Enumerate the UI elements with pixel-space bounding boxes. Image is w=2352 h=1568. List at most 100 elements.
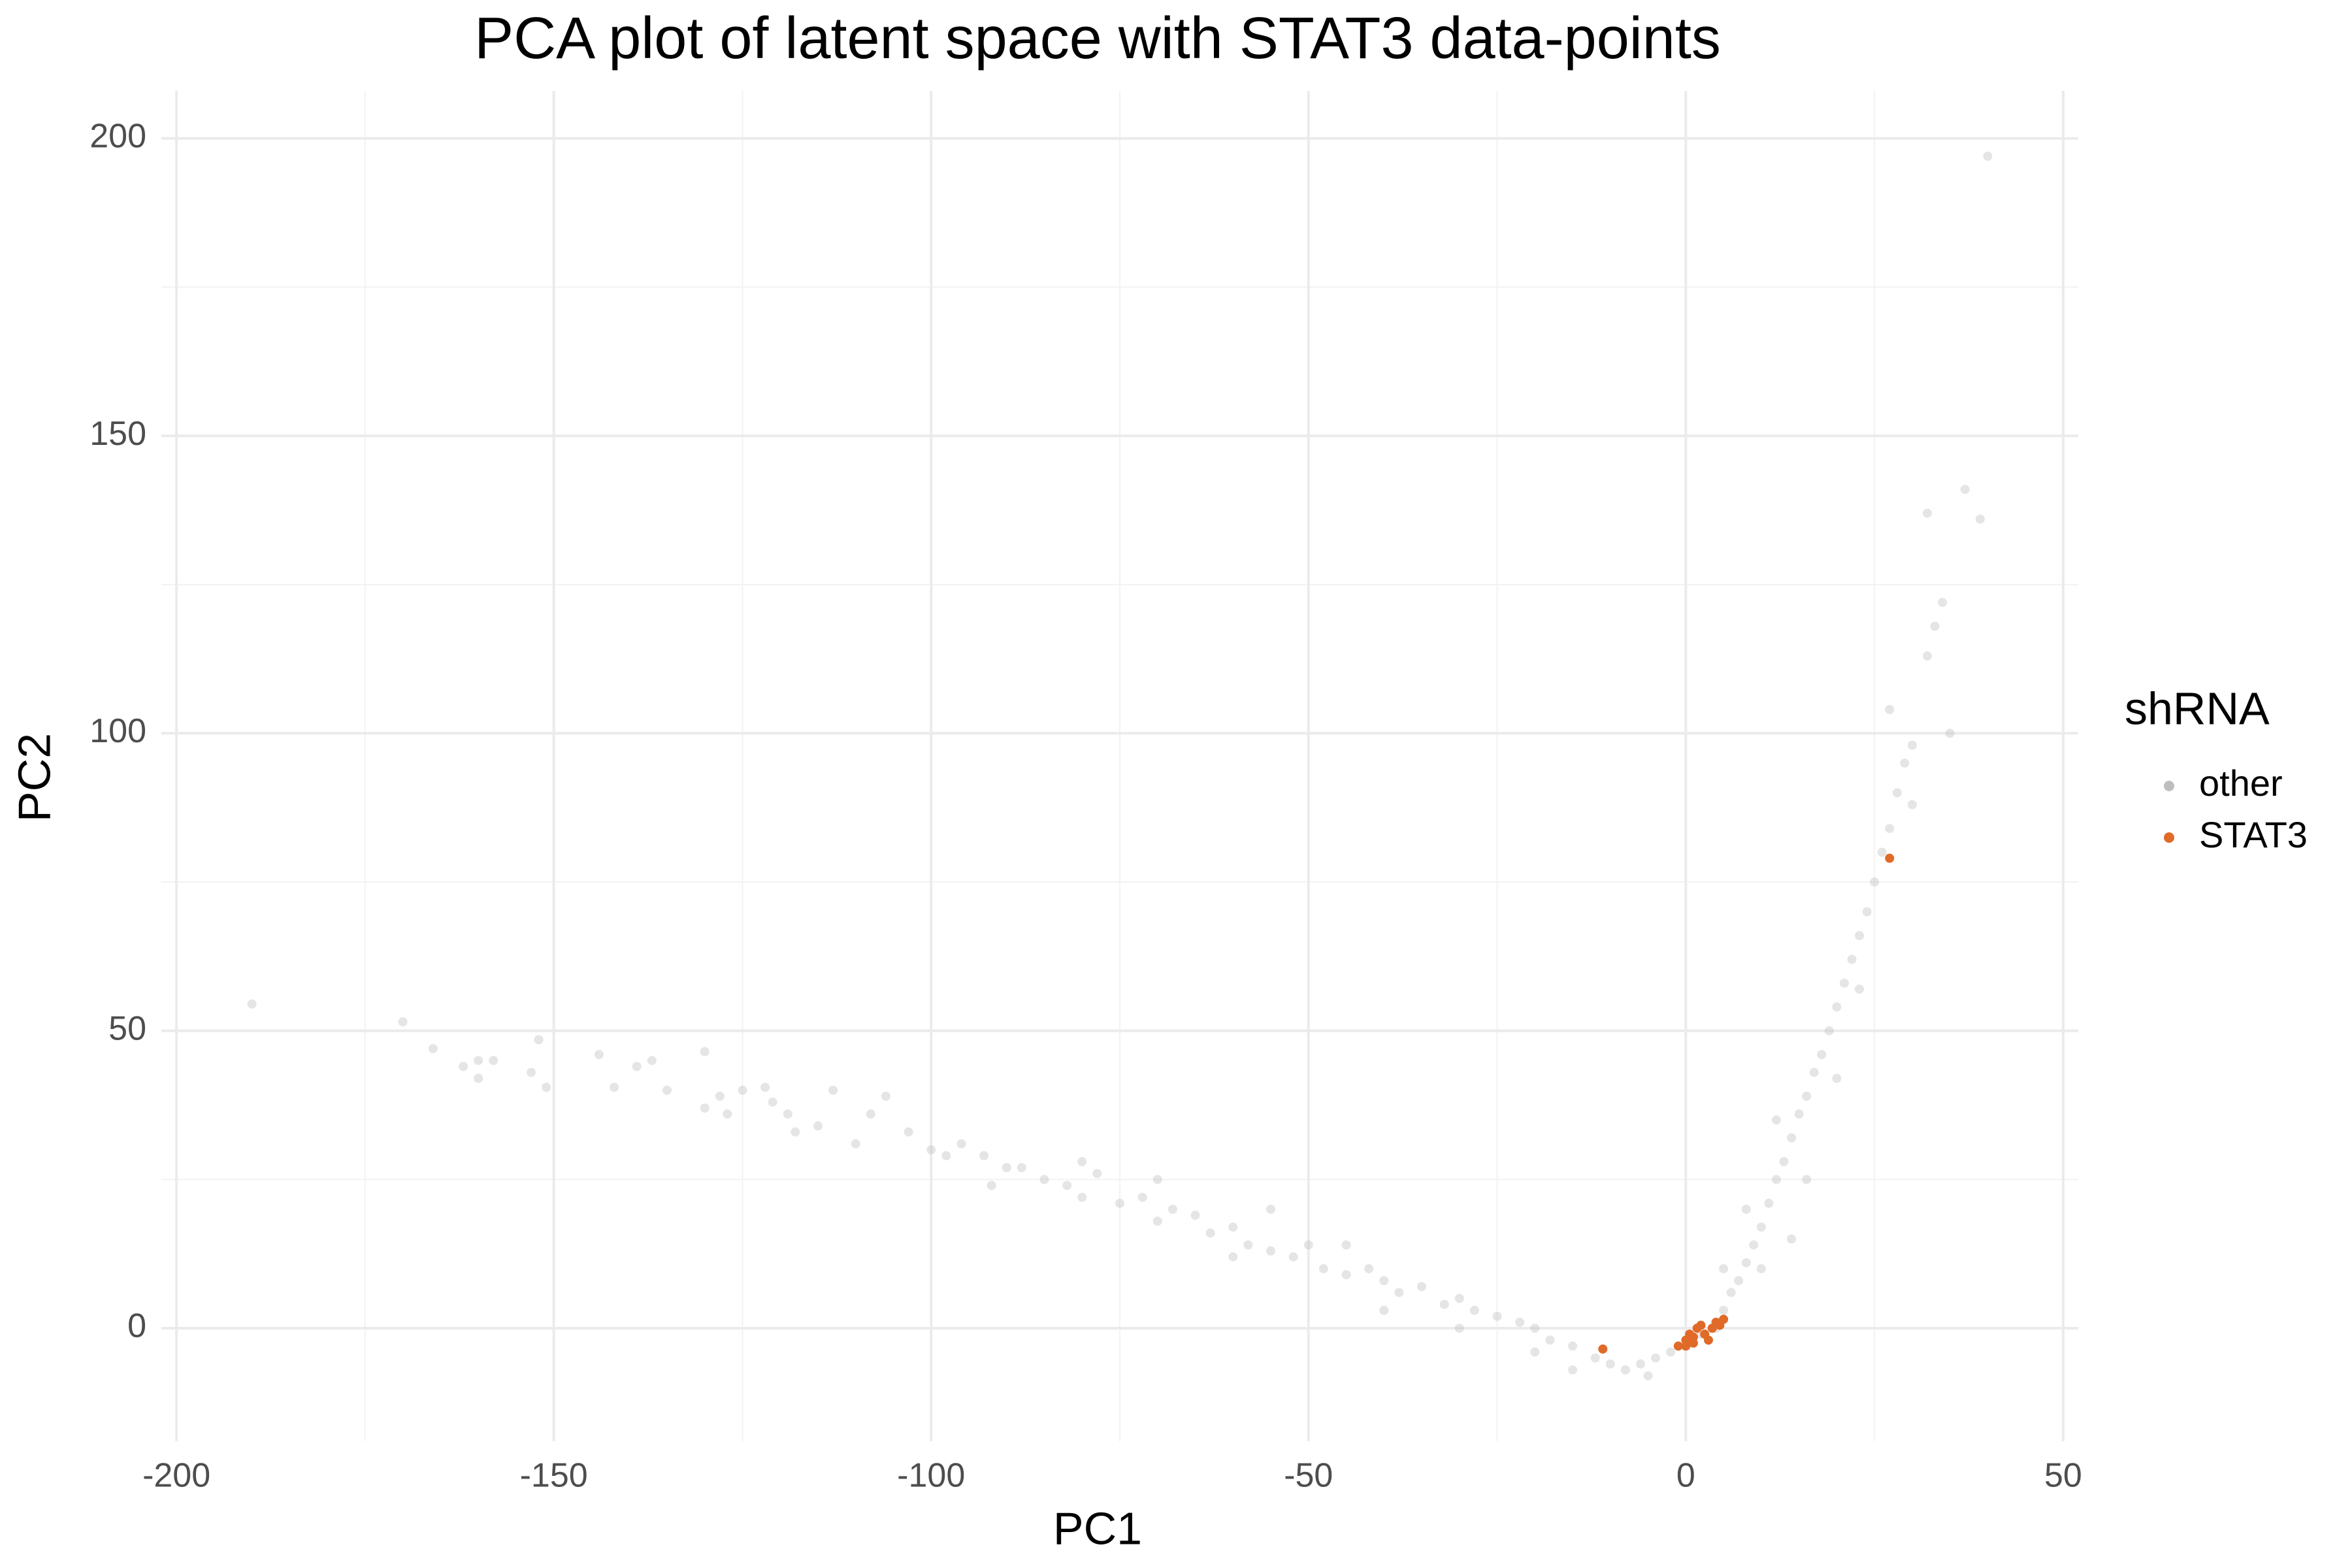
- point: [1266, 1246, 1276, 1256]
- point: [851, 1139, 860, 1149]
- point: [866, 1109, 875, 1119]
- point: [1809, 1068, 1819, 1077]
- point: [1598, 1344, 1608, 1354]
- point: [1379, 1276, 1389, 1286]
- point: [398, 1017, 408, 1027]
- point: [1696, 1320, 1706, 1330]
- point: [1832, 1073, 1842, 1083]
- point: [459, 1062, 468, 1071]
- point: [1666, 1347, 1676, 1357]
- point: [881, 1091, 890, 1101]
- point: [828, 1085, 838, 1095]
- x-tick-label: 50: [2044, 1457, 2082, 1495]
- point: [1394, 1288, 1404, 1298]
- legend-label: STAT3: [2199, 814, 2308, 855]
- point: [1137, 1192, 1147, 1202]
- point: [1930, 621, 1940, 631]
- point: [1885, 824, 1895, 834]
- legend-marker: [2164, 832, 2174, 843]
- point: [1756, 1222, 1766, 1232]
- point: [1152, 1217, 1162, 1226]
- point: [723, 1109, 732, 1119]
- point: [1266, 1204, 1276, 1214]
- point: [738, 1085, 747, 1095]
- point: [1228, 1222, 1238, 1232]
- point: [1092, 1169, 1102, 1179]
- point: [768, 1097, 777, 1107]
- point: [1983, 152, 1993, 161]
- point: [1620, 1365, 1630, 1375]
- point: [1530, 1323, 1540, 1333]
- x-tick-label: -200: [142, 1457, 210, 1495]
- point: [647, 1056, 657, 1066]
- point: [1771, 1175, 1781, 1184]
- point: [1643, 1371, 1653, 1380]
- x-tick-label: 0: [1676, 1457, 1695, 1495]
- point: [1907, 800, 1917, 809]
- legend-title: shRNA: [2125, 683, 2270, 734]
- point: [1900, 758, 1910, 768]
- point: [1688, 1338, 1698, 1348]
- point: [1017, 1163, 1026, 1173]
- legend-marker: [2164, 781, 2174, 791]
- point: [1877, 847, 1887, 857]
- point: [1794, 1109, 1804, 1119]
- point: [1787, 1133, 1797, 1143]
- series: [1598, 853, 1895, 1354]
- point: [1530, 1347, 1540, 1357]
- point: [1787, 1234, 1797, 1244]
- point: [1318, 1264, 1328, 1273]
- x-tick-label: -150: [520, 1457, 588, 1495]
- point: [987, 1181, 996, 1190]
- point: [1673, 1341, 1683, 1351]
- point: [791, 1127, 800, 1137]
- point: [1568, 1341, 1578, 1351]
- point: [474, 1073, 483, 1083]
- point: [1288, 1252, 1298, 1262]
- point: [1802, 1175, 1812, 1184]
- point: [1243, 1240, 1253, 1250]
- point: [1832, 1002, 1842, 1012]
- point: [1749, 1240, 1759, 1250]
- point: [783, 1109, 792, 1119]
- point: [1590, 1353, 1600, 1363]
- point: [1756, 1264, 1766, 1273]
- point: [979, 1151, 989, 1160]
- point: [1824, 1026, 1834, 1036]
- point: [1862, 907, 1872, 917]
- point: [1855, 931, 1865, 941]
- series: [247, 152, 1993, 1380]
- point: [1870, 877, 1880, 887]
- point: [1077, 1192, 1087, 1202]
- point: [1303, 1240, 1313, 1250]
- point: [534, 1035, 544, 1045]
- point: [662, 1085, 672, 1095]
- point: [1839, 978, 1849, 988]
- point: [1364, 1264, 1374, 1273]
- y-tick-label: 150: [90, 415, 146, 453]
- point: [1945, 728, 1955, 738]
- point: [1469, 1305, 1479, 1315]
- point: [1892, 788, 1902, 798]
- y-tick-label: 50: [108, 1009, 146, 1047]
- x-tick-label: -50: [1284, 1457, 1333, 1495]
- point: [715, 1091, 725, 1101]
- point: [1817, 1050, 1827, 1060]
- point: [1734, 1276, 1744, 1286]
- point: [594, 1050, 604, 1060]
- point: [1651, 1353, 1661, 1363]
- point: [1568, 1365, 1578, 1375]
- point: [1168, 1204, 1177, 1214]
- point: [489, 1056, 498, 1066]
- x-tick-label: -100: [897, 1457, 965, 1495]
- point: [1741, 1258, 1751, 1267]
- x-axis-title: PC1: [1053, 1503, 1142, 1554]
- point: [1741, 1204, 1751, 1214]
- point: [1885, 853, 1895, 863]
- point: [1771, 1115, 1781, 1125]
- point: [1885, 704, 1895, 714]
- point: [1515, 1317, 1525, 1327]
- y-tick-label: 200: [90, 118, 146, 155]
- point: [1960, 485, 1970, 495]
